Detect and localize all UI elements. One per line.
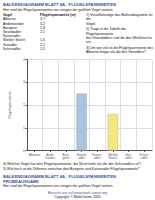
svg-text:3,7: 3,7 — [40, 17, 45, 22]
svg-text:adler: adler — [78, 156, 85, 160]
svg-text:Ande-: Ande- — [46, 152, 55, 156]
svg-text:4) Welcher Vogel hat eine Flüg: 4) Welcher Vogel hat eine Flügelspannwei… — [3, 162, 141, 166]
svg-text:Flügelspannweite (m): Flügelspannweite (m) — [40, 13, 76, 17]
svg-text:Weißer: Weißer — [107, 152, 118, 156]
svg-text:BALKENDIAGRAMM BLATT 4A - FLÜG: BALKENDIAGRAMM BLATT 4A - FLÜGELSPANNWEI… — [3, 2, 116, 7]
svg-text:Vögel.: Vögel. — [86, 22, 96, 26]
svg-text:Seeadler: Seeadler — [3, 42, 17, 47]
svg-text:1,6: 1,6 — [40, 38, 45, 43]
svg-text:Schreiadler: Schreiadler — [3, 47, 22, 51]
svg-text:Albatros: Albatros — [29, 152, 41, 156]
svg-text:5) Wie hoch ist die Differenz: 5) Wie hoch ist die Differenz zwischen d… — [3, 167, 140, 171]
svg-text:Vogel: Vogel — [3, 13, 13, 18]
svg-text:Hier sind die Flügelspannweite: Hier sind die Flügelspannweiten von eini… — [3, 185, 113, 189]
svg-text:kondor: kondor — [46, 156, 55, 160]
svg-text:Bart-: Bart- — [62, 152, 70, 156]
svg-text:Kaiser-: Kaiser- — [92, 152, 103, 156]
svg-text:Flügelspannweite: Flügelspannweite — [86, 31, 114, 36]
svg-text:ein.: ein. — [86, 40, 92, 44]
svg-text:Strandadler: Strandadler — [3, 30, 22, 35]
svg-text:Bartgeier: Bartgeier — [3, 25, 18, 30]
svg-text:2,5: 2,5 — [40, 30, 45, 34]
svg-text:1) Vervollständige das Balkend: 1) Vervollständige das Balkendiagramm fü… — [86, 13, 154, 17]
svg-text:Copyright © MathCenter 2020: Copyright © MathCenter 2020 — [54, 195, 101, 199]
svg-text:Flügelspannweite: Flügelspannweite — [8, 91, 12, 118]
svg-text:4: 4 — [23, 58, 25, 62]
svg-text:Andenkondor: Andenkondor — [3, 21, 24, 26]
svg-text:3: 3 — [23, 80, 25, 84]
svg-text:BALKENDIAGRAMM BLATT 4A - FLÜG: BALKENDIAGRAMM BLATT 4A - FLÜGELSPANNWEI… — [3, 173, 116, 179]
svg-text:Hier sind die Flügelspannweite: Hier sind die Flügelspannweiten von eini… — [3, 8, 113, 12]
svg-text:adler: adler — [94, 156, 101, 160]
svg-text:See-: See- — [125, 152, 132, 156]
svg-text:Storch: Storch — [108, 156, 117, 160]
svg-text:Weißer Storch: Weißer Storch — [3, 38, 26, 43]
svg-text:Albatros länger als die des Se: Albatros länger als die des Seeadlers? — [86, 50, 146, 54]
svg-text:geier: geier — [63, 156, 70, 160]
svg-text:PROBEAUSGABE: PROBEAUSGABE — [3, 179, 39, 184]
svg-text:2,8: 2,8 — [40, 25, 45, 30]
svg-text:1,5: 1,5 — [40, 47, 45, 51]
svg-text:die: die — [86, 17, 91, 22]
svg-text:2: 2 — [23, 103, 25, 107]
svg-text:adler: adler — [141, 156, 148, 160]
svg-text:des Strandadlers und die des W: des Strandadlers und die des Weißstorchs — [86, 36, 152, 40]
svg-text:adler: adler — [125, 156, 132, 160]
svg-text:Albatros: Albatros — [3, 17, 16, 22]
svg-text:Schrei-: Schrei- — [139, 152, 150, 156]
svg-text:Besucht uns auf www.math-cente: Besucht uns auf www.math-center.org — [48, 191, 107, 195]
svg-text:0: 0 — [23, 149, 25, 153]
svg-text:Strand-: Strand- — [76, 152, 87, 156]
svg-text:3) Um wie viel ist die Flügels: 3) Um wie viel ist die Flügelspannweite … — [86, 45, 153, 50]
svg-text:Kaiseradler: Kaiseradler — [3, 34, 21, 39]
svg-text:1: 1 — [23, 126, 25, 130]
svg-text:3,2: 3,2 — [40, 21, 45, 26]
svg-text:2,2: 2,2 — [40, 42, 45, 47]
svg-text:2) Trage in die Tabelle die: 2) Trage in die Tabelle die — [86, 27, 126, 32]
